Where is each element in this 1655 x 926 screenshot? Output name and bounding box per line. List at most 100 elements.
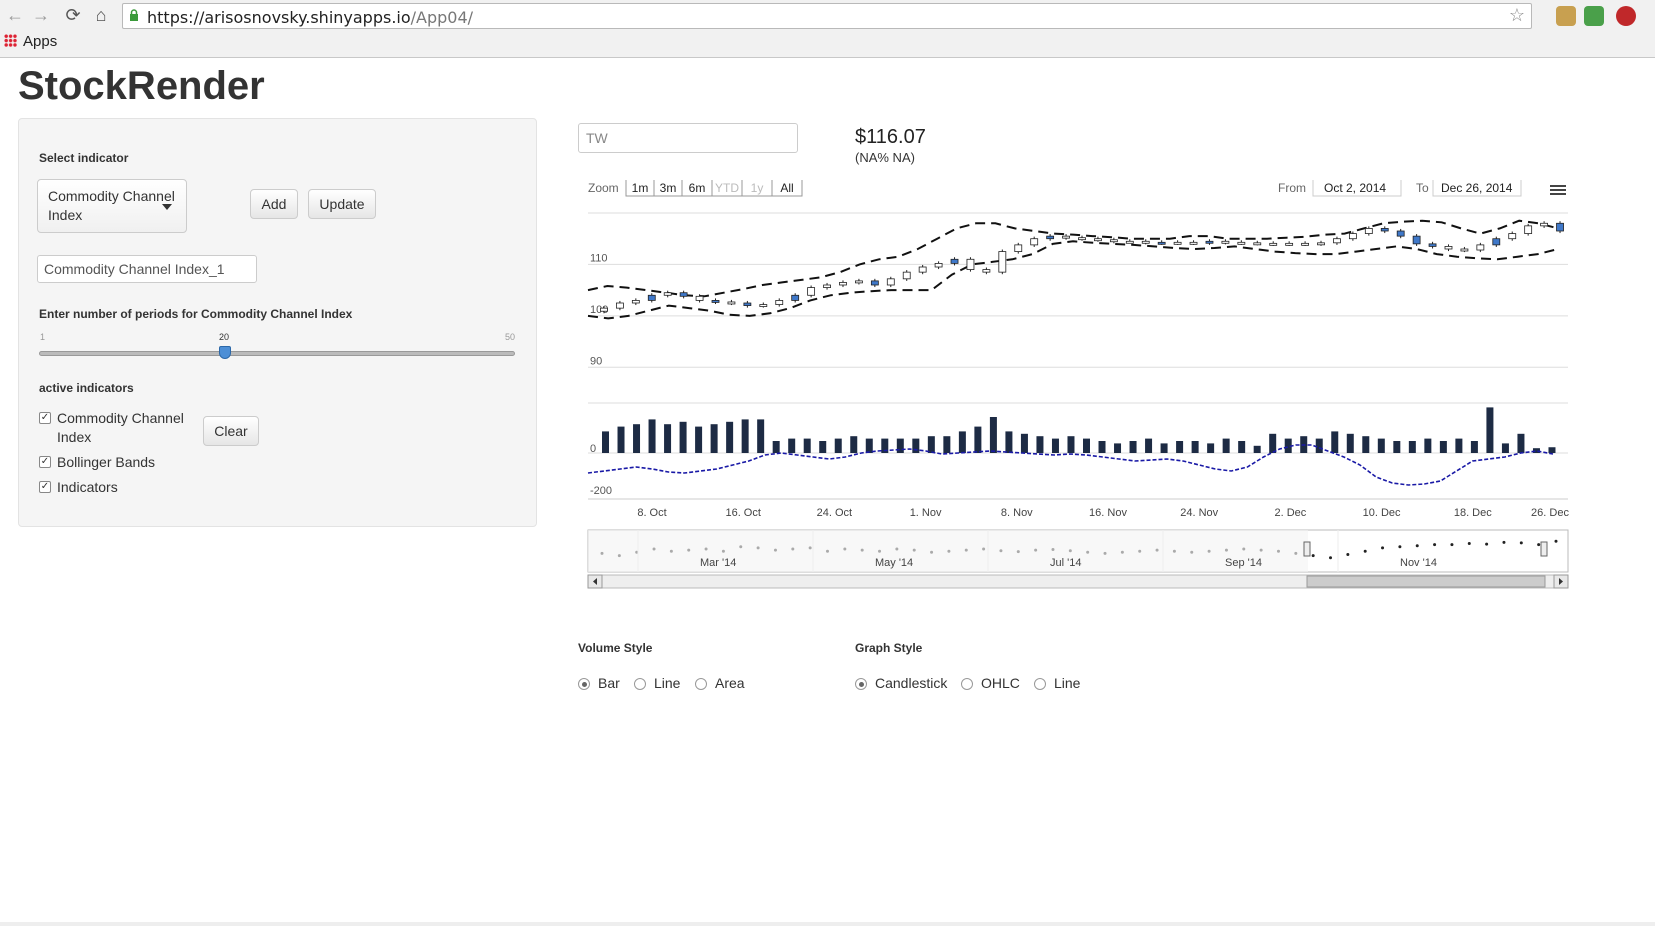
radio-icon[interactable] [695, 678, 707, 690]
checkbox-icon[interactable]: ✓ [39, 456, 51, 468]
candlestick [1189, 241, 1198, 245]
navigator-point [1346, 553, 1350, 556]
navigator-point [1554, 539, 1558, 543]
scrollbar-thumb[interactable] [1306, 575, 1546, 588]
stock-chart[interactable]: Zoom 1m 3m 6m YTD 1y All From Oct 2, 2014 To Dec 2… [578, 180, 1578, 620]
navigator-point [912, 548, 916, 552]
reload-icon[interactable]: ⟳ [65, 5, 81, 25]
sidebar-panel: Select indicator Commodity Channel Index… [18, 118, 537, 527]
checkbox-icon[interactable]: ✓ [39, 481, 51, 493]
chart-menu-icon[interactable] [1550, 185, 1566, 187]
navigator-point [930, 550, 934, 554]
checkbox-icon[interactable]: ✓ [39, 412, 51, 424]
volume-bar [1331, 431, 1339, 453]
navigator-point [878, 549, 882, 553]
candlestick [1364, 228, 1373, 234]
add-button[interactable]: Add [250, 189, 298, 219]
graph-style-ohlc[interactable]: OHLC [961, 675, 1020, 691]
navigator-point [1086, 550, 1090, 554]
home-icon[interactable]: ⌂ [95, 5, 107, 25]
bollinger-upper-band [587, 219, 1559, 298]
scroll-right-arrow-icon [1559, 578, 1563, 585]
back-icon[interactable]: ← [6, 5, 24, 25]
candlestick [966, 258, 975, 270]
navigator-left-handle[interactable] [1303, 541, 1311, 557]
chart-menu-icon[interactable] [1550, 189, 1566, 191]
x-axis-label: 24. Oct [817, 507, 852, 519]
volume-bar [1191, 441, 1199, 453]
x-axis-label: 10. Dec [1363, 507, 1401, 519]
candlestick [998, 251, 1007, 273]
navigator-axis-label: Jul '14 [1050, 557, 1081, 569]
radio-icon[interactable] [961, 678, 973, 690]
extension-icon[interactable] [1556, 6, 1576, 26]
volume-style-bar[interactable]: Bar [578, 675, 620, 691]
address-bar[interactable]: https://arisosnovsky.shinyapps.io/App04/… [122, 3, 1532, 29]
radio-icon[interactable] [855, 678, 867, 690]
to-date-input[interactable] [1432, 180, 1522, 197]
volume-style-line[interactable]: Line [634, 675, 680, 691]
navigator-point [756, 546, 760, 550]
candlestick [727, 301, 736, 305]
navigator-axis-label: Mar '14 [700, 557, 736, 569]
bookmark-star-icon[interactable]: ☆ [1508, 5, 1525, 25]
volume-style-area[interactable]: Area [695, 675, 745, 691]
navigator-point [635, 550, 639, 554]
zoom-button-label: All [780, 181, 793, 195]
navigator-point [1450, 543, 1454, 547]
clear-button[interactable]: Clear [203, 416, 259, 446]
volume-bar [989, 417, 997, 453]
navigator-point [1172, 549, 1176, 553]
periods-slider[interactable] [39, 351, 515, 356]
navigator-point [617, 554, 621, 558]
x-axis-label: 18. Dec [1454, 507, 1492, 519]
volume-bar [726, 421, 734, 453]
chart-menu-icon[interactable] [1550, 193, 1566, 195]
update-button[interactable]: Update [308, 189, 376, 219]
radio-icon[interactable] [634, 678, 646, 690]
volume-bar [741, 419, 749, 453]
navigator-point [1537, 543, 1541, 547]
radio-icon[interactable] [1034, 678, 1046, 690]
bollinger-lower-band [587, 240, 1559, 320]
slider-handle[interactable] [219, 346, 231, 359]
volume-bar [1377, 438, 1385, 453]
candlestick [1046, 235, 1055, 240]
navigator-point [773, 548, 777, 552]
volume-bar [1346, 433, 1354, 453]
adblock-icon[interactable] [1616, 6, 1636, 26]
candlestick [855, 280, 863, 284]
x-axis-label: 24. Nov [1180, 507, 1218, 519]
ticker-input[interactable] [578, 123, 798, 153]
candlestick [1221, 240, 1230, 244]
navigator-point [825, 549, 829, 553]
navigator-point [1276, 549, 1280, 553]
volume-bar [912, 438, 920, 453]
navigator-point [1138, 549, 1142, 553]
volume-bar [1393, 441, 1401, 453]
graph-style-candlestick[interactable]: Candlestick [855, 675, 947, 691]
navigator-point [1068, 549, 1072, 553]
candlestick [1396, 230, 1405, 237]
navigator-right-handle[interactable] [1540, 541, 1548, 557]
graph-style-line[interactable]: Line [1034, 675, 1080, 691]
candlestick [1380, 228, 1389, 232]
candlestick [1173, 241, 1182, 245]
volume-bar [602, 431, 609, 453]
extension-icon[interactable] [1584, 6, 1604, 26]
forward-icon[interactable]: → [32, 5, 50, 25]
zoom-button-all[interactable] [771, 180, 803, 197]
from-date-input[interactable] [1312, 180, 1402, 197]
indicator-select[interactable]: Commodity Channel Index [37, 179, 187, 233]
candlestick [918, 266, 927, 273]
candlestick [886, 278, 895, 286]
navigator-point [1363, 549, 1367, 553]
app-title: StockRender [18, 64, 265, 108]
navigator-point [964, 548, 968, 552]
volume-bar [1362, 436, 1370, 453]
candlestick [1348, 233, 1357, 240]
radio-icon[interactable] [578, 678, 590, 690]
x-axis-label: 1. Nov [910, 507, 942, 519]
apps-bookmark[interactable]: Apps [4, 33, 57, 50]
indicator-name-input[interactable] [37, 255, 257, 283]
